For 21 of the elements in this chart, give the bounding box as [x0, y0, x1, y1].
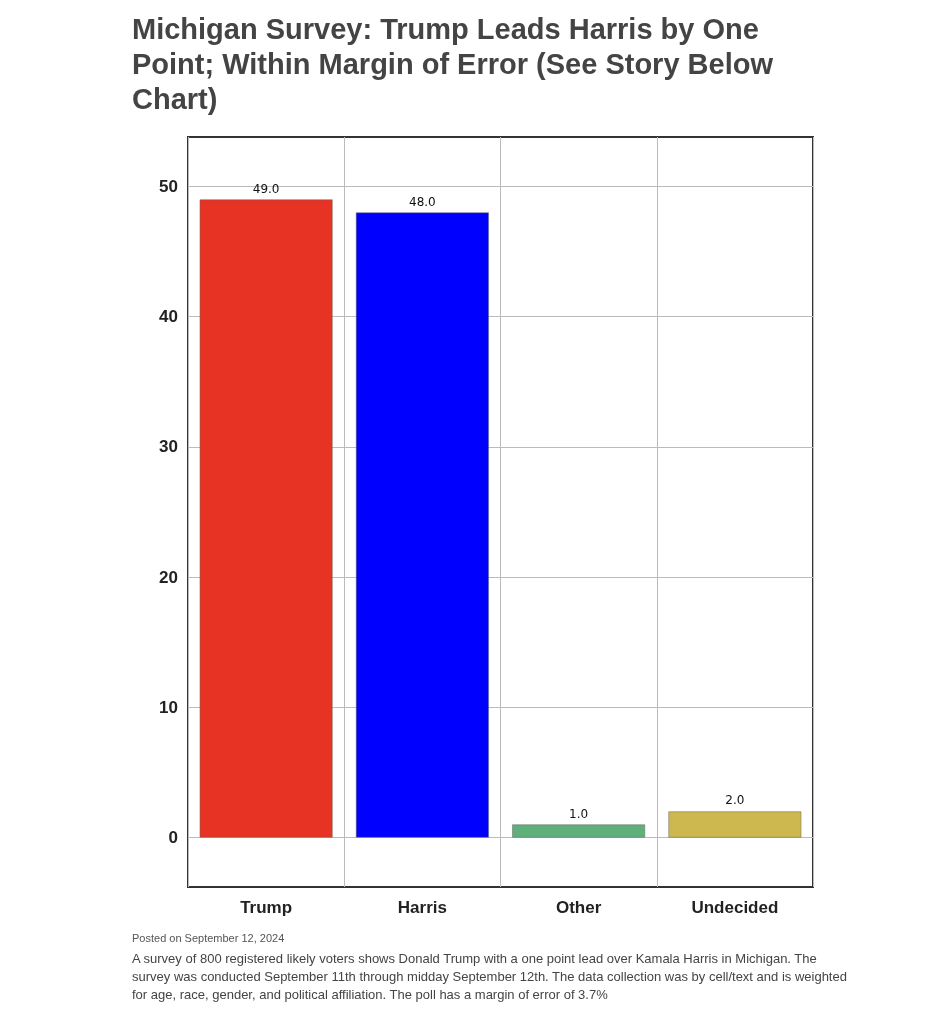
bar	[199, 199, 333, 838]
y-tick-label: 50	[159, 176, 178, 196]
y-tick-label: 30	[159, 437, 178, 457]
y-tick-label: 20	[159, 567, 178, 587]
data-label: 48.0	[409, 194, 436, 209]
data-label: 2.0	[725, 793, 745, 808]
x-tick-label: Other	[555, 898, 602, 917]
text: A survey of 800 registered likely voters shows Donald Trump with a one point lead over Kamala Harris in Michigan. The survey was conducted September 11th through midday September 12th. The data collection was by cell/text and is weighted for age, race, gender, and political affiliation. The poll has a margin of error of 3.7%	[132, 950, 848, 1005]
y-tick-label: 0	[168, 828, 178, 848]
y-tick-label: 40	[159, 307, 178, 327]
bar	[668, 811, 802, 838]
data-label: 49.0	[252, 181, 280, 196]
bar	[512, 824, 646, 838]
chart-title: Michigan Survey: Trump Leads Harris by One Point; Within Margin of Error (See Story Below Chart)	[132, 12, 774, 117]
text: Posted on September 12, 2024	[132, 932, 286, 944]
x-tick-label: Trump	[240, 898, 293, 917]
x-tick-label: Undecided	[691, 898, 779, 917]
data-label: 1.0	[569, 806, 589, 821]
y-tick-label: 10	[159, 697, 178, 717]
bar	[355, 212, 489, 838]
x-tick-label: Harris	[397, 898, 447, 917]
